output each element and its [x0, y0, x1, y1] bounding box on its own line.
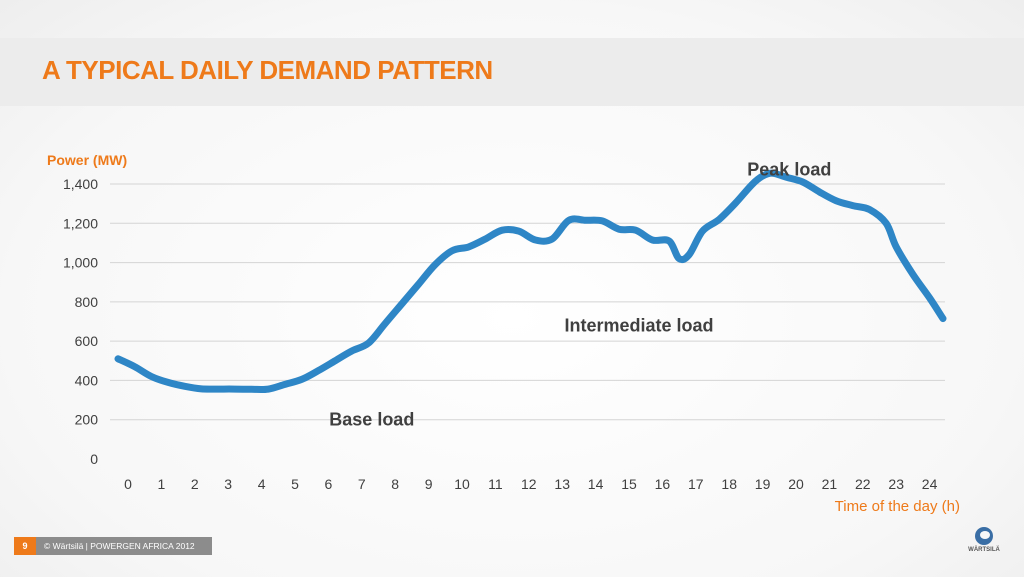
- x-axis-label: Time of the day (h): [835, 498, 960, 515]
- x-tick-label: 12: [521, 476, 537, 492]
- slide-title: A TYPICAL DAILY DEMAND PATTERN: [42, 55, 493, 85]
- x-tick-label: 23: [888, 476, 904, 492]
- annotation-label: Base load: [329, 410, 414, 430]
- y-tick-label: 1,400: [63, 176, 98, 192]
- x-tick-label: 9: [425, 476, 433, 492]
- title-band: [0, 38, 1024, 106]
- y-tick-label: 200: [75, 412, 99, 428]
- gridlines: [110, 183, 945, 421]
- x-tick-label: 22: [855, 476, 871, 492]
- y-axis-label: Power (MW): [47, 152, 127, 168]
- annotation-label: Peak load: [747, 159, 831, 179]
- x-tick-label: 13: [554, 476, 570, 492]
- x-tick-label: 2: [191, 476, 199, 492]
- y-axis-ticks: 0 200 400 600 800 1,000 1,200 1,400: [63, 176, 98, 467]
- x-tick-label: 5: [291, 476, 299, 492]
- x-tick-label: 7: [358, 476, 366, 492]
- x-tick-label: 21: [822, 476, 838, 492]
- y-tick-label: 400: [75, 372, 99, 388]
- logo-wordmark: WÄRTSILÄ: [968, 547, 1000, 553]
- x-tick-label: 18: [721, 476, 737, 492]
- x-tick-label: 11: [488, 476, 503, 492]
- x-tick-label: 24: [922, 476, 938, 492]
- x-axis-ticks: 0 1 2 3 4 5 6 7 8 9 10 11 12 13 14 15 16 17 18 19 20 21 22 23 24: [124, 476, 937, 492]
- x-tick-label: 3: [224, 476, 232, 492]
- x-tick-label: 4: [258, 476, 266, 492]
- y-tick-label: 800: [75, 294, 99, 310]
- footer-copyright: © Wärtsilä | POWERGEN AFRICA 2012: [36, 537, 212, 555]
- x-tick-label: 14: [588, 476, 604, 492]
- y-tick-label: 1,200: [63, 215, 98, 231]
- wartsila-logo: WÄRTSILÄ: [964, 527, 1004, 561]
- x-tick-label: 16: [655, 476, 671, 492]
- x-tick-label: 15: [621, 476, 637, 492]
- x-tick-label: 20: [788, 476, 804, 492]
- demand-series-line: [114, 169, 947, 394]
- y-tick-label: 1,000: [63, 255, 98, 271]
- x-tick-label: 10: [454, 476, 470, 492]
- x-tick-label: 8: [391, 476, 399, 492]
- y-tick-label: 600: [75, 333, 99, 349]
- x-tick-label: 0: [124, 476, 132, 492]
- annotation-label: Intermediate load: [564, 315, 713, 335]
- x-tick-label: 6: [325, 476, 333, 492]
- y-tick-label: 0: [90, 451, 98, 467]
- logo-mark-icon: [975, 527, 993, 545]
- chart-annotations: Base load Intermediate load Peak load: [329, 159, 831, 429]
- x-tick-label: 19: [755, 476, 771, 492]
- page-number: 9: [14, 537, 36, 555]
- x-tick-label: 1: [158, 476, 166, 492]
- x-tick-label: 17: [688, 476, 704, 492]
